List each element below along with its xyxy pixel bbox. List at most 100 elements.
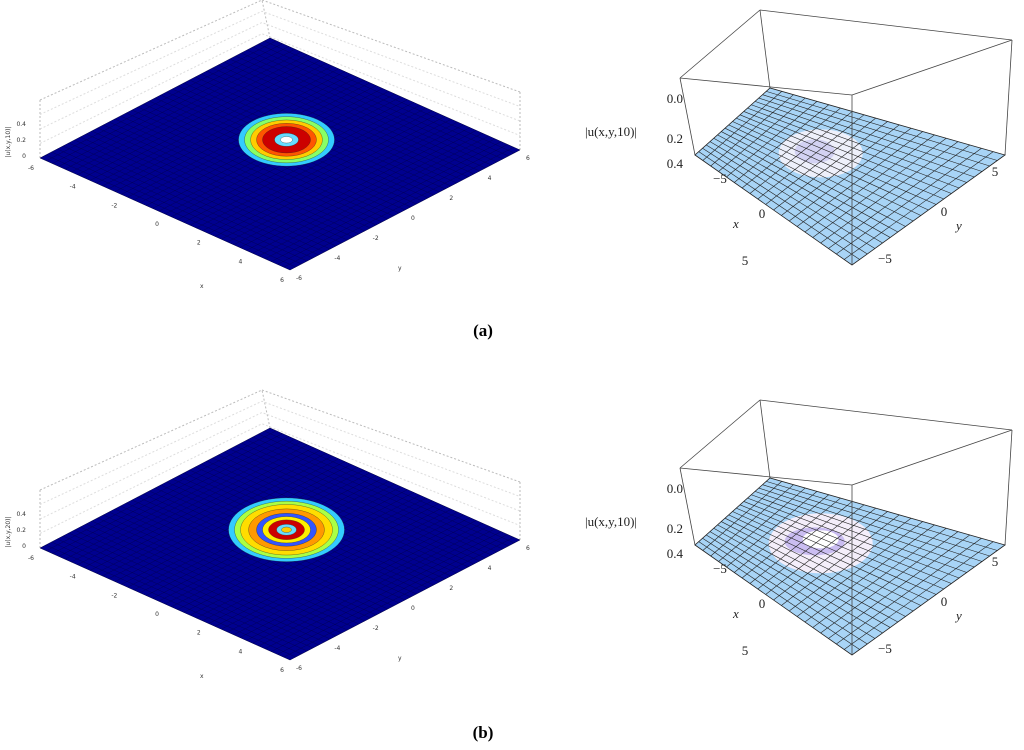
box-grid — [39, 33, 521, 144]
box-grid — [39, 10, 521, 115]
box-grid — [39, 423, 521, 534]
z-tick-label: 0.2 — [16, 137, 26, 144]
surface-grid — [743, 501, 952, 584]
surface-grid — [212, 67, 463, 181]
panel: 0.4 0.2 0 |u(x,y,20)| -6 -4 -2 0 2 4 6 -6 -4 -2 0 2 4 6 x y… — [5, 389, 1013, 742]
surface-grid — [754, 101, 975, 178]
surface-grid — [246, 439, 498, 553]
surface-grid — [758, 97, 983, 172]
x-tick-label: 0 — [759, 206, 766, 221]
surface-grid — [202, 110, 433, 231]
surface-grid — [246, 130, 477, 251]
y-tick-label: -6 — [296, 275, 302, 282]
caption: (a) — [473, 321, 493, 340]
y-axis-label: y — [954, 218, 962, 233]
surface-grid — [218, 454, 469, 568]
surface-grid — [747, 107, 960, 189]
z-tick-label: 0 — [22, 153, 26, 160]
y-tick-label: -6 — [296, 665, 302, 672]
y-tick-label: -4 — [334, 645, 340, 652]
surface-grid — [264, 40, 515, 154]
x-tick-label: 5 — [742, 643, 749, 658]
box-edge — [261, 0, 521, 93]
x-tick-label: 0 — [155, 221, 159, 228]
surface-grid — [252, 436, 503, 550]
surface-grid — [739, 504, 944, 590]
y-tick-label: -2 — [373, 625, 379, 632]
z-axis-label: |u(x,y,10)| — [585, 124, 637, 139]
x-tick-label: 4 — [239, 648, 243, 655]
surface-grid — [235, 445, 486, 559]
surface-grid — [227, 511, 458, 633]
box-edge — [679, 399, 761, 469]
surface-grid — [743, 111, 952, 194]
box-edge — [759, 399, 771, 479]
x-axis-label: x — [200, 283, 204, 290]
box-edge — [1004, 429, 1013, 546]
surface-grid — [252, 46, 503, 160]
surface-grid — [246, 49, 498, 163]
surface-grid — [208, 113, 439, 234]
z-tick-label: 0.0 — [667, 481, 683, 496]
surface-grid — [736, 117, 937, 205]
z-tick-label: 0.4 — [16, 511, 26, 518]
x-tick-label: -4 — [70, 574, 76, 581]
x-tick-label: -2 — [111, 202, 117, 209]
surface-grid — [804, 134, 935, 233]
surface-grid — [214, 116, 446, 237]
x-tick-label: 4 — [239, 258, 243, 265]
surface-grid — [766, 91, 998, 161]
surface-grid — [218, 64, 469, 178]
surface-grid — [223, 61, 475, 175]
surface-grid — [836, 148, 982, 255]
box-grid — [39, 400, 521, 505]
box-edge — [679, 467, 696, 546]
surface-grid — [264, 528, 496, 649]
surface-grid — [283, 147, 514, 268]
surface-grid — [206, 70, 457, 184]
x-tick-label: -6 — [28, 165, 34, 172]
surface-grid — [796, 131, 923, 227]
surface-grid — [233, 124, 464, 245]
surface-grid — [271, 531, 502, 652]
y-tick-label: 6 — [526, 155, 530, 162]
left-plot: 0.4 0.2 0 |u(x,y,10)| -6 -4 -2 0 2 4 6 -6 -4 -2 0 2 4 6 x y — [5, 0, 530, 290]
y-tick-label: 2 — [449, 585, 453, 592]
box-edge — [851, 429, 1013, 486]
z-axis-label: |u(x,y,10)| — [5, 126, 12, 157]
surface-grid — [241, 442, 492, 556]
y-tick-label: −5 — [878, 641, 892, 656]
z-tick-label: 0.4 — [667, 156, 684, 171]
surface-grid — [258, 433, 509, 547]
surface-grid — [751, 104, 967, 183]
box-edge — [679, 467, 853, 486]
x-tick-label: −5 — [713, 561, 727, 576]
panel: 0.4 0.2 0 |u(x,y,10)| -6 -4 -2 0 2 4 6 -6 -4 -2 0 2 4 6 x y… — [5, 0, 1013, 340]
surface-grid — [820, 141, 959, 244]
surface-grid — [758, 487, 983, 562]
surface-grid — [258, 525, 489, 647]
surface-grid — [762, 94, 990, 167]
surface-grid — [736, 507, 937, 595]
surface-grid — [781, 124, 900, 216]
surface-grid — [277, 534, 508, 655]
surface-grid — [227, 121, 458, 243]
surface-grid — [732, 511, 929, 601]
surface-grid — [229, 58, 480, 172]
surface-grid — [789, 517, 912, 612]
y-tick-label: 6 — [526, 545, 530, 552]
y-tick-label: -2 — [373, 235, 379, 242]
surface-grid — [214, 506, 446, 627]
surface-grid — [812, 138, 947, 238]
surface-grid — [246, 520, 477, 641]
surface-grid — [223, 451, 475, 565]
surface-grid — [843, 541, 994, 650]
surface-grid — [196, 107, 427, 229]
surface-grid — [812, 528, 947, 628]
box-edge — [679, 9, 761, 79]
surface-grid — [836, 538, 982, 645]
box-edge — [759, 9, 771, 89]
z-axis-label: |u(x,y,10)| — [585, 514, 637, 529]
box-edge — [39, 0, 263, 101]
